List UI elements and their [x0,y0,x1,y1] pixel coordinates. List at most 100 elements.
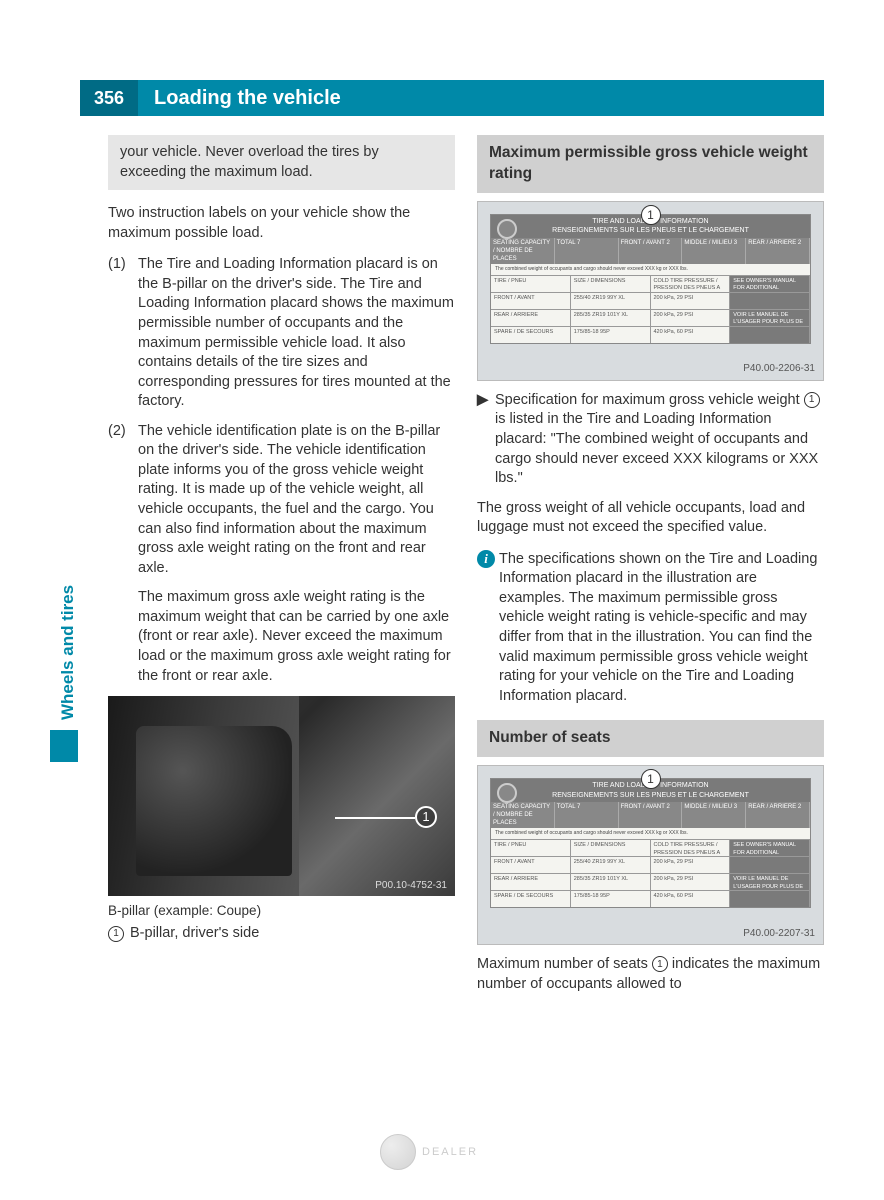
watermark-text: DEALER [422,1146,478,1158]
placard-title-fr: RENSEIGNEMENTS SUR LES PNEUS ET LE CHARG… [552,792,749,799]
placard-cell: COLD TIRE PRESSURE / PRESSION DES PNEUS … [651,840,731,856]
placard-cell: SEE OWNER'S MANUAL FOR ADDITIONAL INFORM… [730,276,810,292]
bpillar-photo: 1 P00.10-4752-31 [108,696,455,896]
placard-data-row: SPARE / DE SECOURS 175/85-18 95P 420 kPa… [491,326,810,343]
placard-weight-note: The combined weight of occupants and car… [491,828,810,839]
arrow-icon: ▶ [477,391,495,489]
placard-cell: 255/40 ZR19 99Y XL [571,857,651,873]
callout-circle-1: 1 [415,806,437,828]
placard-cell: 200 kPa, 29 PSI [651,857,731,873]
inline-number-icon: 1 [804,392,820,408]
image-reference: P40.00-2206-31 [743,362,815,376]
placard-cell: 420 kPa, 60 PSI [651,327,731,343]
placard-cell: 255/40 ZR19 99Y XL [571,293,651,309]
placard-data-row: REAR / ARRIERE 285/35 ZR19 101Y XL 200 k… [491,309,810,326]
placard-cell: FRONT / AVANT 2 [619,238,683,264]
list-text-main: The vehicle identification plate is on t… [138,423,440,576]
page-number: 356 [80,80,138,116]
intro-paragraph: Two instruction labels on your vehicle s… [108,204,455,243]
placard-cell: TOTAL 7 [555,802,619,828]
placard-cell: REAR / ARRIERE [491,874,571,890]
placard-cell: REAR / ARRIERE 2 [746,238,810,264]
placard-cell: FRONT / AVANT [491,857,571,873]
globe-icon [380,1134,416,1170]
placard-cell: REAR / ARRIERE [491,310,571,326]
placard-seating-row: SEATING CAPACITY / NOMBRE DE PLACES TOTA… [491,238,810,264]
placard-cell: 420 kPa, 60 PSI [651,891,731,907]
placard-cell: 175/85-18 95P [571,327,651,343]
image-reference: P00.10-4752-31 [375,879,447,893]
placard-cell: SIZE / DIMENSIONS [571,840,651,856]
placard-data-row: TIRE / PNEU SIZE / DIMENSIONS COLD TIRE … [491,275,810,292]
callout-circle-1: 1 [641,205,661,225]
action-item: ▶ Specification for maximum gross vehicl… [477,391,824,489]
placard-cell [730,327,810,343]
placard-cell: SPARE / DE SECOURS [491,327,571,343]
placard-cell: MIDDLE / MILIEU 3 [682,238,746,264]
placard-seating-row: SEATING CAPACITY / NOMBRE DE PLACES TOTA… [491,802,810,828]
text-part: Maximum number of seats [477,956,652,972]
placard-data-row: SPARE / DE SECOURS 175/85-18 95P 420 kPa… [491,890,810,907]
placard-cell: SIZE / DIMENSIONS [571,276,651,292]
right-column: Maximum permissible gross vehicle weight… [477,135,824,1006]
placard-cell: VOIR LE MANUEL DE L'USAGER POUR PLUS DE … [730,310,810,326]
content-area: your vehicle. Never overload the tires b… [108,135,824,1006]
placard-illustration-1: 1 TIRE AND LOADING INFORMATION RENSEIGNE… [477,201,824,381]
placard-cell: TIRE / PNEU [491,276,571,292]
left-column: your vehicle. Never overload the tires b… [108,135,455,1006]
text-part: is listed in the Tire and Loading Inform… [495,411,818,486]
list-text-sub: The maximum gross axle weight rating is … [138,588,455,686]
placard-data-row: REAR / ARRIERE 285/35 ZR19 101Y XL 200 k… [491,873,810,890]
list-item: (1) The Tire and Loading Information pla… [108,255,455,412]
placard-illustration-2: 1 TIRE AND LOADING INFORMATION RENSEIGNE… [477,765,824,945]
numbered-list: (1) The Tire and Loading Information pla… [108,255,455,686]
section-side-tab: Wheels and tires [50,540,80,770]
placard-cell: 285/35 ZR19 101Y XL [571,874,651,890]
placard-cell: SPARE / DE SECOURS [491,891,571,907]
placard-cell [730,857,810,873]
placard-cell: MIDDLE / MILIEU 3 [682,802,746,828]
placard-label: 1 TIRE AND LOADING INFORMATION RENSEIGNE… [490,778,811,908]
side-tab-label: Wheels and tires [58,585,78,720]
placard-data-row: FRONT / AVANT 255/40 ZR19 99Y XL 200 kPa… [491,292,810,309]
placard-cell: 200 kPa, 29 PSI [651,310,731,326]
tire-icon [497,219,517,239]
list-item: (2) The vehicle identification plate is … [108,422,455,686]
placard-weight-note: The combined weight of occupants and car… [491,264,810,275]
callout-circle-1: 1 [641,769,661,789]
section-heading-gvwr: Maximum permissible gross vehicle weight… [477,135,824,193]
placard-cell [730,293,810,309]
placard-cell: COLD TIRE PRESSURE / PRESSION DES PNEUS … [651,276,731,292]
inline-number-icon: 1 [652,956,668,972]
info-note: i The specifications shown on the Tire a… [477,550,824,707]
placard-cell: SEATING CAPACITY / NOMBRE DE PLACES [491,802,555,828]
watermark: DEALER [380,1134,478,1170]
placard-title-fr: RENSEIGNEMENTS SUR LES PNEUS ET LE CHARG… [552,227,749,234]
paragraph: The gross weight of all vehicle occupant… [477,499,824,538]
action-text: Specification for maximum gross vehicle … [495,391,824,489]
placard-cell: SEE OWNER'S MANUAL FOR ADDITIONAL INFORM… [730,840,810,856]
placard-label: 1 TIRE AND LOADING INFORMATION RENSEIGNE… [490,214,811,344]
placard-cell: TOTAL 7 [555,238,619,264]
placard-data-row: TIRE / PNEU SIZE / DIMENSIONS COLD TIRE … [491,839,810,856]
info-text: The specifications shown on the Tire and… [499,550,824,707]
placard-cell: 200 kPa, 29 PSI [651,293,731,309]
placard-cell: REAR / ARRIERE 2 [746,802,810,828]
placard-cell: FRONT / AVANT 2 [619,802,683,828]
image-reference: P40.00-2207-31 [743,927,815,941]
callout-line [335,817,415,819]
placard-cell: 175/85-18 95P [571,891,651,907]
placard-cell: SEATING CAPACITY / NOMBRE DE PLACES [491,238,555,264]
text-part: Specification for maximum gross vehicle … [495,392,804,408]
legend-text: B-pillar, driver's side [130,924,259,944]
page-header: 356 Loading the vehicle [80,80,824,116]
placard-cell: 285/35 ZR19 101Y XL [571,310,651,326]
placard-cell: VOIR LE MANUEL DE L'USAGER POUR PLUS DE … [730,874,810,890]
placard-data-row: FRONT / AVANT 255/40 ZR19 99Y XL 200 kPa… [491,856,810,873]
car-seat-shape [136,726,292,876]
info-icon: i [477,550,495,568]
list-text: The Tire and Loading Information placard… [138,255,455,412]
caption-legend: 1 B-pillar, driver's side [108,924,455,944]
page-title: Loading the vehicle [138,87,341,110]
image-caption: B-pillar (example: Coupe) [108,902,455,920]
